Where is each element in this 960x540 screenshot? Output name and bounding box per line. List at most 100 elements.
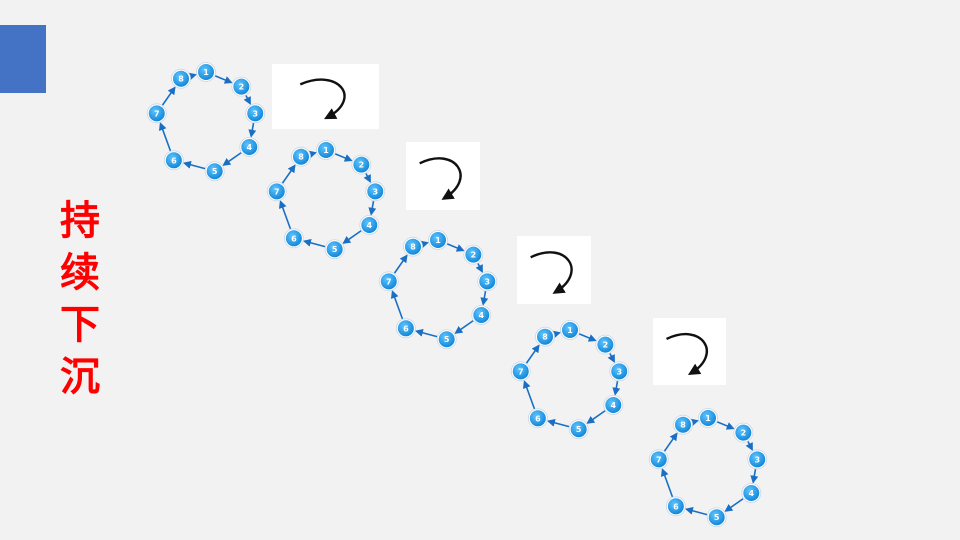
curved-arrow-path	[299, 78, 346, 120]
cycle-node-circle	[650, 451, 667, 468]
cycle-node-circle	[241, 139, 258, 155]
cycle-node: 4	[359, 215, 380, 235]
cycle-connector-arrow	[334, 153, 353, 162]
cycle-node: 8	[673, 414, 693, 435]
cycle-ring: 1 2 3 4 5 6 7 8	[510, 320, 630, 440]
cycle-node-circle	[529, 410, 546, 427]
cycle-node-label: 1	[705, 414, 711, 423]
cycle-ring: 1 2 3 4 5 6 7 8	[266, 140, 386, 260]
cycle-node-circle	[749, 451, 766, 468]
cycle-node-circle	[667, 498, 684, 515]
cycle-node: 1	[560, 320, 580, 340]
cycle-node: 1	[196, 62, 216, 82]
cycle-node-label: 2	[239, 83, 245, 92]
cycle-node-label: 6	[535, 414, 541, 423]
cycle-node-circle	[465, 246, 482, 263]
cycle-node: 8	[171, 68, 191, 89]
cycle-node-label: 5	[714, 513, 720, 522]
cycle-node-circle	[165, 152, 182, 169]
cycle-node: 3	[365, 181, 386, 202]
cycle-node-circle	[708, 509, 725, 526]
cycle-node-label: 8	[680, 421, 686, 430]
cycle-node-label: 5	[576, 425, 582, 434]
cycle-connector-arrow	[607, 353, 615, 363]
cycle-node-label: 5	[444, 335, 450, 344]
cycle-connector-arrow	[188, 72, 197, 81]
cycle-node-label: 8	[542, 333, 548, 342]
cycle-node-label: 2	[359, 161, 365, 170]
cycle-connector-arrow	[663, 432, 678, 452]
arrow-box-background	[272, 64, 379, 129]
cycle-connector-arrow	[368, 201, 377, 216]
cycle-connector-arrow	[612, 381, 621, 396]
cycle-node: 7	[510, 361, 531, 382]
cycle-node: 7	[146, 103, 167, 124]
cycle-node-label: 7	[386, 277, 392, 286]
curved-arrow-path	[419, 157, 462, 200]
cycle-node-circle	[173, 70, 189, 87]
cycle-node-label: 5	[332, 245, 338, 254]
curved-arrow-path	[665, 332, 708, 375]
cycle-connector-arrow	[308, 150, 317, 159]
cycle-node-label: 4	[749, 489, 755, 498]
cycle-node: 3	[245, 103, 266, 124]
cycle-connector-arrow	[243, 95, 251, 105]
cycle-node-circle	[361, 217, 378, 233]
cycle-connector-arrow	[446, 243, 465, 252]
cycle-node-circle	[700, 410, 716, 426]
cycle-node: 4	[603, 395, 624, 415]
cycle-node-circle	[397, 320, 414, 337]
cycle-connector-arrow	[525, 344, 540, 364]
cycle-node-label: 1	[323, 146, 329, 155]
cycle-node: 7	[378, 271, 399, 292]
cycle-node-circle	[473, 307, 490, 323]
cycle-connector-arrow	[214, 75, 233, 84]
arrow-box-background	[653, 318, 726, 385]
cycle-node-label: 5	[212, 167, 218, 176]
cycle-connector-arrow	[158, 122, 172, 152]
cycle-node-circle	[537, 328, 553, 345]
cycle-node-label: 8	[178, 75, 184, 84]
cycle-node-label: 6	[291, 234, 297, 243]
cycle-node-label: 4	[611, 401, 617, 410]
cycle-node-circle	[430, 232, 446, 248]
cycle-node: 7	[648, 449, 669, 470]
cycle-node-label: 3	[372, 187, 378, 196]
cycle-connector-arrow	[248, 123, 257, 138]
cycle-node: 6	[163, 150, 184, 171]
cycle-node: 8	[535, 326, 555, 347]
cycle-connector-arrow	[222, 152, 242, 166]
cycle-node-label: 6	[403, 324, 409, 333]
cycle-connector-arrow	[480, 291, 489, 306]
cycle-connector-arrow	[750, 469, 759, 484]
arrow-box-background	[517, 236, 591, 304]
title-char-4: 沉	[60, 354, 100, 400]
cycle-node: 6	[527, 408, 548, 429]
cycle-connector-arrow	[522, 380, 536, 410]
cycle-node-circle	[367, 183, 384, 200]
cycle-connector-arrow	[161, 86, 176, 106]
cycle-node-label: 7	[518, 367, 524, 376]
curved-arrow-down-icon	[272, 64, 379, 129]
curved-arrow-down-icon	[517, 236, 591, 304]
cycle-node-circle	[675, 416, 691, 433]
cycle-connector-arrow	[552, 330, 561, 339]
cycle-node: 5	[568, 419, 589, 440]
cycle-node-label: 3	[616, 367, 622, 376]
cycle-node: 2	[231, 76, 252, 97]
cycle-node: 7	[266, 181, 287, 202]
cycle-node: 6	[665, 496, 686, 517]
cycle-connector-arrow	[475, 263, 483, 273]
cycle-node: 3	[477, 271, 498, 292]
cycle-node-label: 2	[603, 341, 609, 350]
cycle-node-label: 8	[298, 153, 304, 162]
slide-title: 持 续 下 沉	[56, 195, 104, 403]
cycle-node-circle	[405, 238, 421, 255]
cycle-connector-arrow	[390, 290, 404, 320]
cycle-node: 2	[463, 244, 484, 265]
cycle-connector-arrow	[302, 238, 326, 248]
cycle-node-circle	[611, 363, 628, 380]
cycle-node: 5	[706, 507, 727, 528]
cycle-node-label: 7	[274, 187, 280, 196]
